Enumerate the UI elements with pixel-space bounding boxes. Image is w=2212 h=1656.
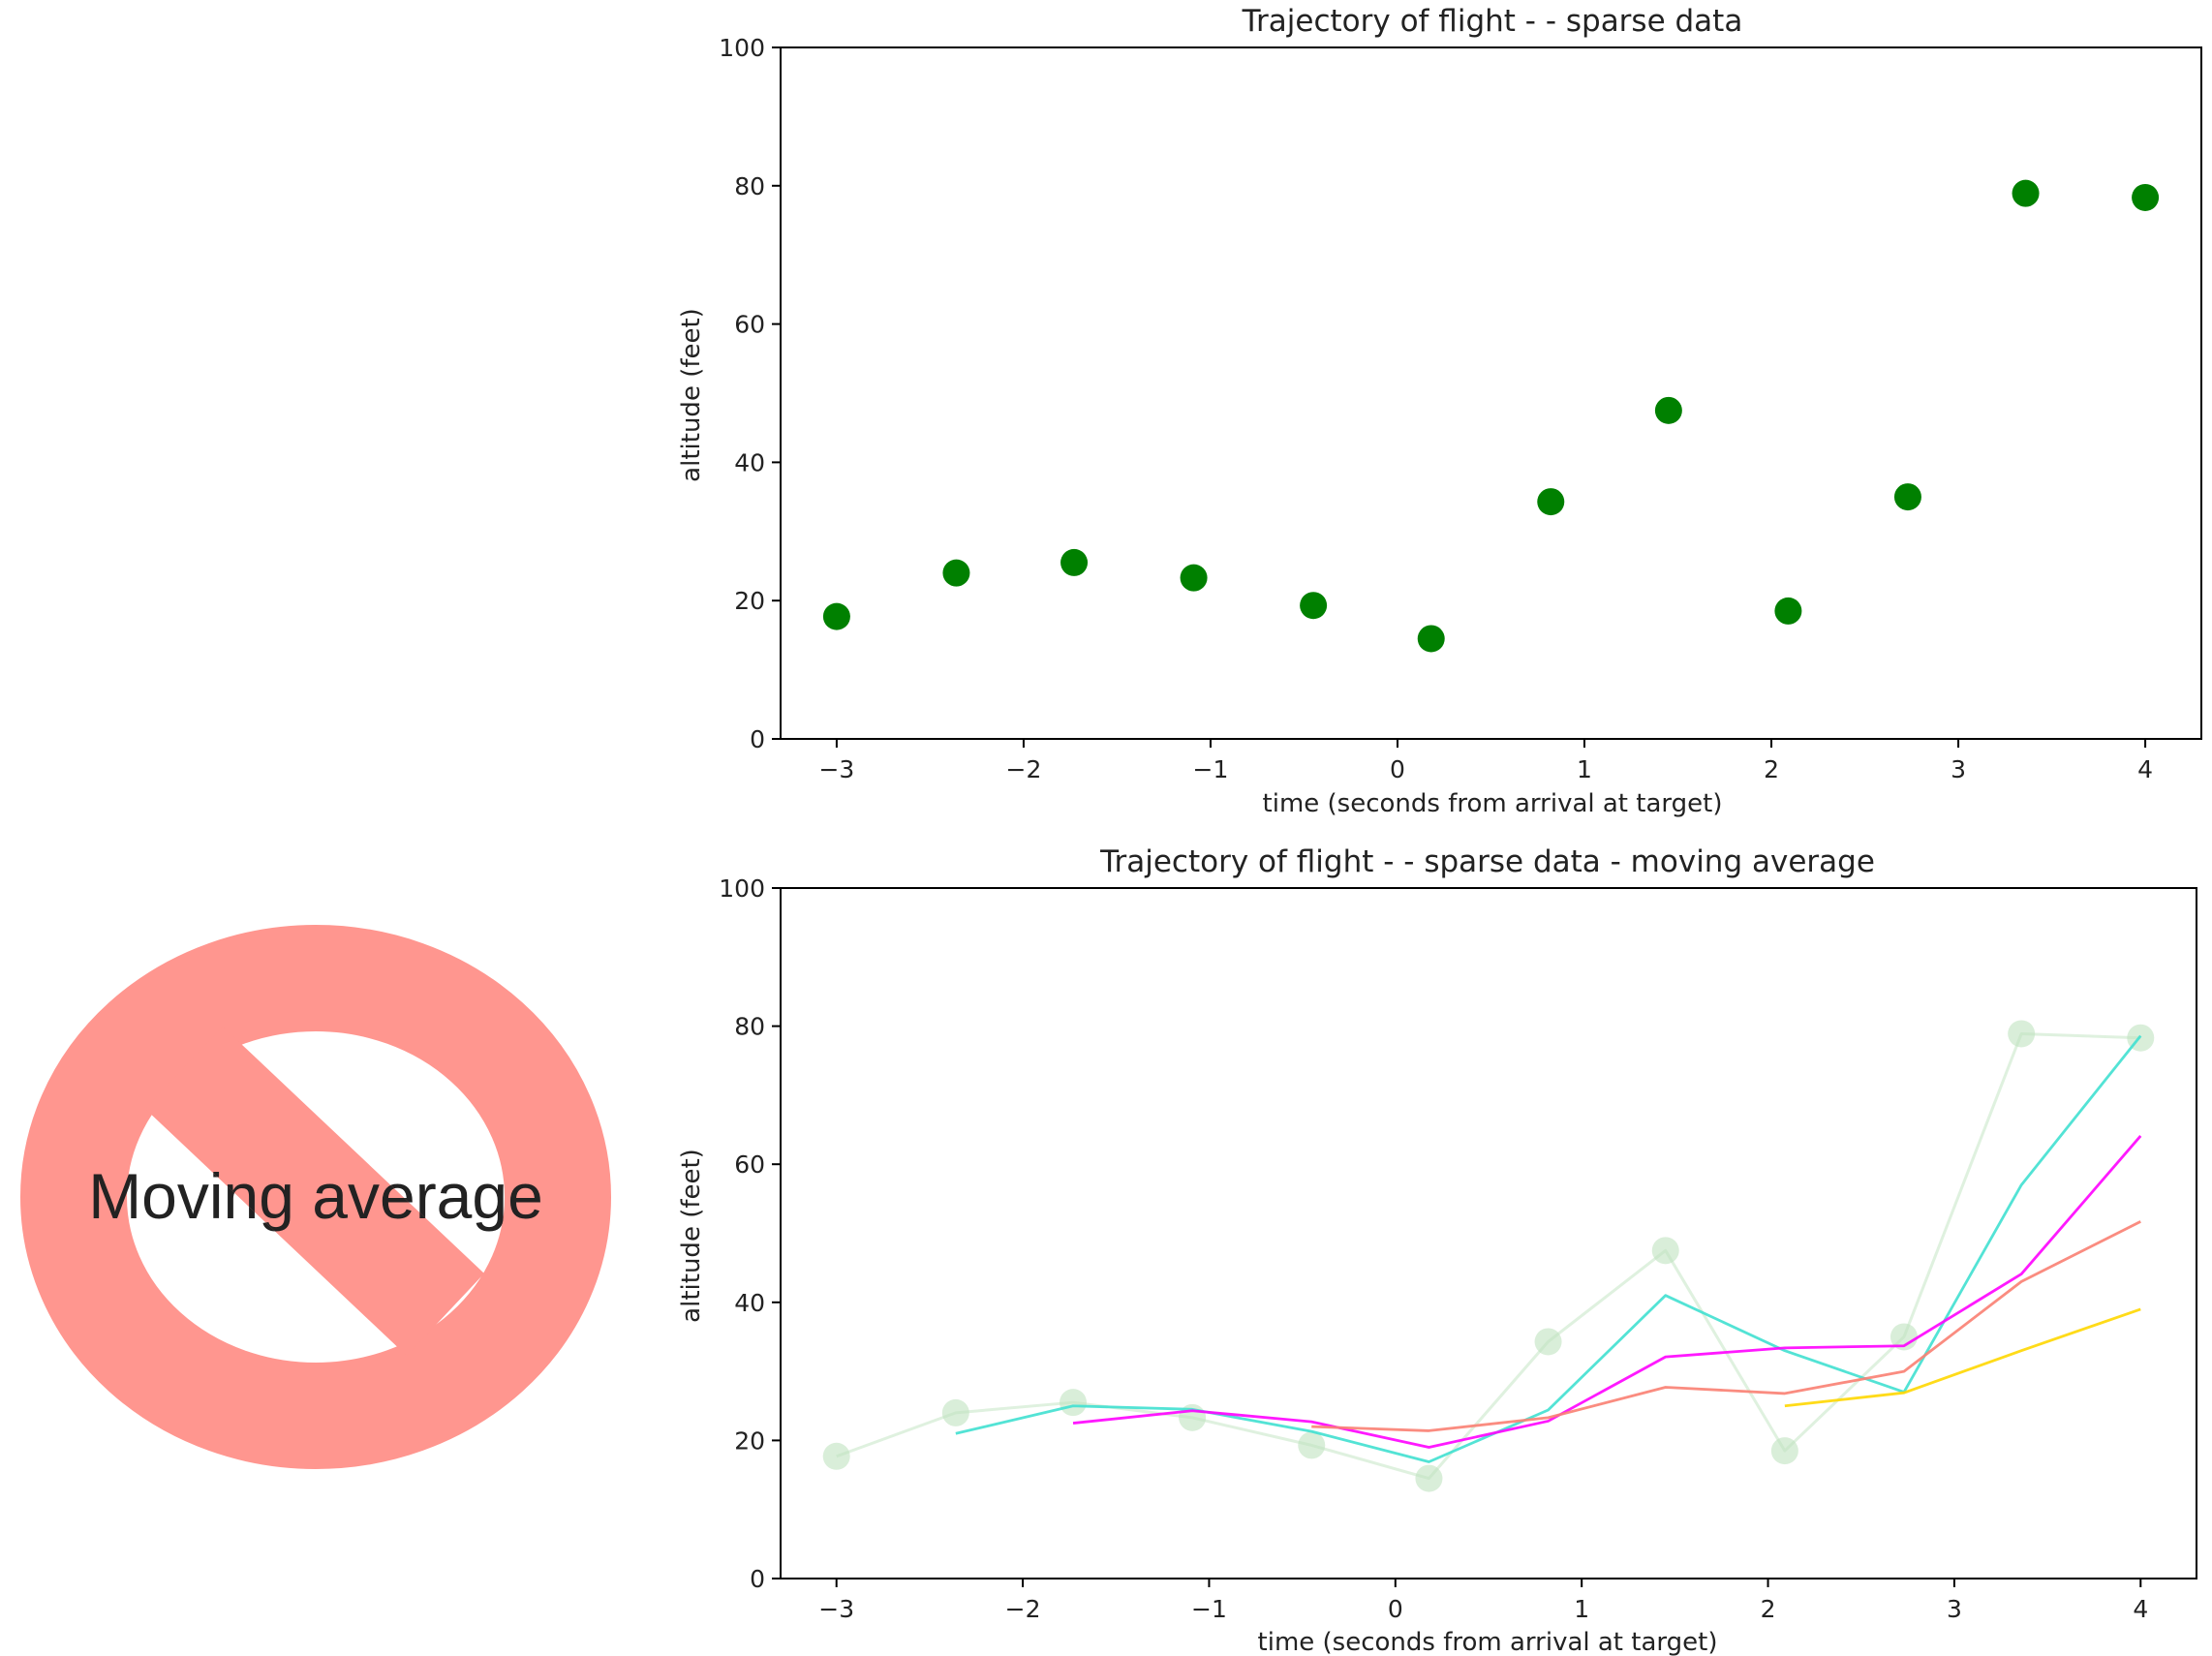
x-axis-label: time (seconds from arrival at target) (1263, 789, 1723, 818)
y-tick-label: 80 (734, 172, 765, 200)
data-point (2132, 183, 2160, 211)
chart-title: Trajectory of flight - - sparse data - m… (1099, 844, 1875, 879)
no-moving-average-sign: Moving average Moving average (20, 925, 611, 1469)
data-point (1180, 564, 1208, 592)
data-point (1654, 396, 1682, 424)
series-line (836, 1031, 2141, 1481)
y-tick-label: 0 (750, 1565, 765, 1593)
data-point (1889, 1323, 1918, 1351)
x-tick-label: 4 (2133, 1595, 2148, 1623)
data-point (1417, 625, 1445, 653)
x-tick-label: 3 (1947, 1595, 1962, 1623)
data-point (1893, 483, 1921, 511)
plot-frame (780, 887, 2197, 1579)
y-tick-label: 100 (719, 34, 765, 62)
no-sign-bar (145, 1027, 484, 1356)
x-tick-label: 2 (1764, 755, 1779, 783)
x-tick-label: 0 (1388, 1595, 1403, 1623)
x-tick-label: 0 (1390, 755, 1405, 783)
data-point (1537, 488, 1565, 516)
series-line (1311, 1220, 2141, 1432)
chart-sparse-data: Trajectory of flight - - sparse data alt… (677, 4, 2202, 818)
plot-frame (780, 46, 2202, 740)
data-point (1774, 597, 1802, 625)
data-point (1060, 1389, 1088, 1417)
x-tick-label: 3 (1951, 755, 1966, 783)
data-point (1770, 1437, 1798, 1465)
y-tick-label: 80 (734, 1013, 765, 1041)
data-point (941, 1398, 969, 1426)
x-tick-label: −2 (1005, 1595, 1041, 1623)
x-tick-label: −3 (818, 755, 854, 783)
data-point (2012, 179, 2040, 207)
series-line (1072, 1135, 2142, 1449)
data-point (942, 559, 970, 587)
chart-moving-average: Trajectory of flight - - sparse data - m… (677, 844, 2197, 1656)
data-point (822, 602, 850, 630)
y-tick-label: 20 (734, 587, 765, 615)
data-point (2008, 1020, 2036, 1048)
y-tick-label: 0 (750, 725, 765, 753)
x-tick-label: −1 (1193, 755, 1229, 783)
chart-title: Trajectory of flight - - sparse data (1242, 4, 1743, 39)
x-tick-label: −3 (818, 1595, 854, 1623)
series-line (1784, 1307, 2141, 1408)
y-tick-label: 40 (734, 1289, 765, 1317)
y-tick-label: 60 (734, 1150, 765, 1179)
y-tick-label: 100 (719, 874, 765, 903)
y-tick-label: 40 (734, 448, 765, 476)
data-point (1300, 592, 1328, 620)
x-tick-label: 1 (1574, 1595, 1589, 1623)
data-point (1415, 1464, 1443, 1492)
no-sign-ring (20, 925, 611, 1469)
x-tick-label: −2 (1006, 755, 1042, 783)
x-tick-label: −1 (1191, 1595, 1227, 1623)
y-axis-label: altitude (feet) (677, 308, 706, 482)
data-point (1298, 1431, 1326, 1459)
y-tick-label: 60 (734, 311, 765, 339)
data-point (822, 1442, 850, 1470)
x-axis-label: time (seconds from arrival at target) (1258, 1628, 1718, 1656)
y-axis-label: altitude (feet) (677, 1149, 706, 1323)
series-line (955, 1034, 2142, 1463)
x-tick-label: 2 (1761, 1595, 1776, 1623)
x-tick-label: 1 (1577, 755, 1592, 783)
y-tick-label: 20 (734, 1426, 765, 1455)
data-point (1534, 1328, 1562, 1356)
data-point (1060, 548, 1089, 576)
x-tick-label: 4 (2137, 755, 2153, 783)
data-point (1651, 1237, 1679, 1265)
